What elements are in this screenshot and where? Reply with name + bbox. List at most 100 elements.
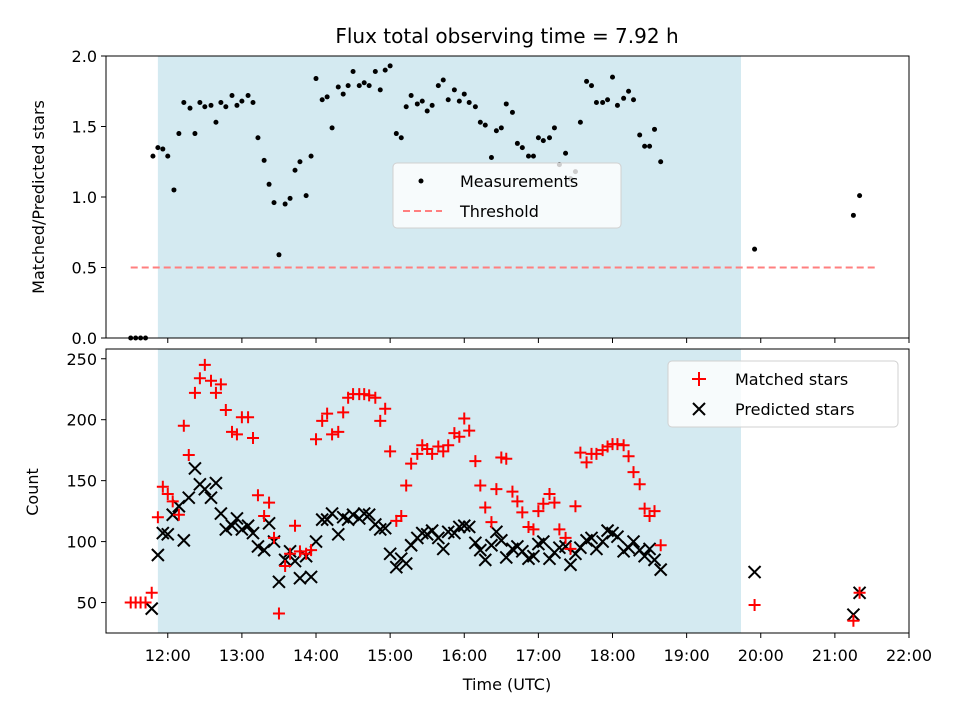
matched-star-point bbox=[151, 511, 164, 524]
predicted-star-point bbox=[494, 533, 509, 548]
measurement-point bbox=[429, 102, 435, 108]
measurement-point bbox=[160, 146, 166, 152]
predicted-star-point bbox=[304, 570, 318, 584]
predicted-star-point bbox=[457, 519, 471, 533]
matched-star-point bbox=[219, 403, 232, 416]
matched-star-point bbox=[230, 428, 243, 441]
measurement-point bbox=[614, 102, 620, 108]
measurement-point bbox=[435, 83, 441, 89]
measurement-point bbox=[387, 63, 393, 69]
measurement-point bbox=[356, 83, 362, 89]
measurement-point bbox=[345, 83, 351, 89]
predicted-star-point bbox=[468, 536, 483, 550]
predicted-star-point bbox=[346, 508, 360, 522]
predicted-star-point bbox=[214, 506, 228, 521]
legend-measurements-marker bbox=[418, 178, 424, 184]
predicted-star-point bbox=[526, 549, 541, 563]
predicted-star-point bbox=[415, 526, 429, 540]
measurement-point bbox=[610, 74, 616, 80]
predicted-star-point bbox=[161, 527, 175, 541]
matched-star-point bbox=[411, 447, 424, 460]
measurement-point bbox=[287, 195, 293, 201]
matched-star-point bbox=[284, 547, 297, 560]
measurement-point bbox=[605, 97, 611, 103]
predicted-star-point bbox=[642, 542, 657, 556]
matched-star-point bbox=[458, 412, 471, 425]
matched-star-point bbox=[193, 372, 206, 385]
measurement-point bbox=[165, 153, 171, 159]
measurement-point bbox=[382, 67, 388, 73]
measurement-point bbox=[540, 138, 546, 144]
measurement-point bbox=[292, 167, 298, 173]
predicted-star-point bbox=[399, 556, 413, 571]
matched-star-point bbox=[332, 425, 345, 438]
predicted-star-point bbox=[373, 522, 387, 537]
matched-star-point bbox=[437, 445, 450, 458]
matched-star-point bbox=[305, 544, 318, 557]
predicted-star-point bbox=[473, 543, 488, 557]
measurement-point bbox=[526, 153, 532, 159]
measurement-point bbox=[658, 159, 664, 165]
matched-star-point bbox=[622, 450, 635, 463]
measurement-point bbox=[181, 100, 187, 106]
measurement-point bbox=[398, 135, 404, 141]
matched-star-point bbox=[268, 531, 281, 544]
predicted-star-point bbox=[431, 531, 446, 545]
predicted-star-point bbox=[219, 522, 233, 537]
measurement-point bbox=[577, 119, 583, 125]
bottom-legend-box bbox=[667, 360, 899, 428]
bottom-ytick-label: 250 bbox=[66, 350, 97, 369]
predicted-star-point bbox=[436, 542, 450, 556]
matched-star-point bbox=[337, 406, 350, 419]
predicted-star-point bbox=[198, 482, 212, 496]
predicted-star-point bbox=[331, 527, 345, 541]
matched-star-point bbox=[590, 447, 603, 460]
measurement-point bbox=[551, 125, 557, 131]
matched-star-point bbox=[188, 386, 201, 399]
measurement-point bbox=[176, 131, 182, 137]
matched-star-point bbox=[293, 545, 306, 558]
matched-star-point bbox=[145, 586, 158, 599]
matched-star-point bbox=[569, 500, 582, 513]
xtick-label: 12:00 bbox=[145, 646, 191, 665]
matched-star-point bbox=[853, 586, 866, 599]
measurement-point bbox=[647, 143, 653, 149]
matched-star-point bbox=[166, 495, 179, 508]
matched-star-point bbox=[543, 488, 556, 501]
measurement-point bbox=[255, 135, 261, 141]
legend-threshold-label: Threshold bbox=[459, 202, 539, 221]
measurement-point bbox=[857, 193, 863, 199]
matched-star-point bbox=[532, 505, 545, 518]
matched-star-point bbox=[205, 374, 218, 387]
predicted-star-point bbox=[151, 548, 165, 562]
matched-star-point bbox=[559, 531, 572, 544]
predicted-star-point bbox=[484, 538, 499, 552]
matched-star-point bbox=[617, 439, 630, 452]
bottom-ytick-label: 100 bbox=[66, 533, 97, 552]
predicted-star-point bbox=[145, 601, 159, 616]
measurement-point bbox=[424, 108, 430, 114]
chart-title: Flux total observing time = 7.92 h bbox=[335, 24, 678, 48]
predicted-star-point bbox=[610, 530, 625, 544]
matched-star-point bbox=[198, 358, 211, 371]
measurement-point bbox=[372, 69, 378, 75]
measurement-point bbox=[393, 131, 399, 137]
matched-star-point bbox=[469, 455, 482, 468]
matched-star-point bbox=[374, 414, 387, 427]
measurement-point bbox=[631, 97, 637, 103]
measurement-point bbox=[324, 94, 330, 100]
predicted-star-point bbox=[389, 560, 404, 574]
measurement-point bbox=[445, 97, 451, 103]
matched-star-point bbox=[316, 414, 329, 427]
top-ytick-label: 0.0 bbox=[72, 329, 97, 348]
measurement-point bbox=[477, 119, 483, 125]
measurement-point bbox=[171, 187, 177, 193]
matched-star-point bbox=[258, 509, 271, 522]
matched-star-point bbox=[574, 446, 587, 459]
bottom-ytick-label: 150 bbox=[66, 472, 97, 491]
predicted-star-point bbox=[362, 508, 376, 522]
measurement-point bbox=[213, 119, 219, 125]
measurement-point bbox=[493, 128, 499, 134]
measurement-point bbox=[245, 92, 251, 98]
